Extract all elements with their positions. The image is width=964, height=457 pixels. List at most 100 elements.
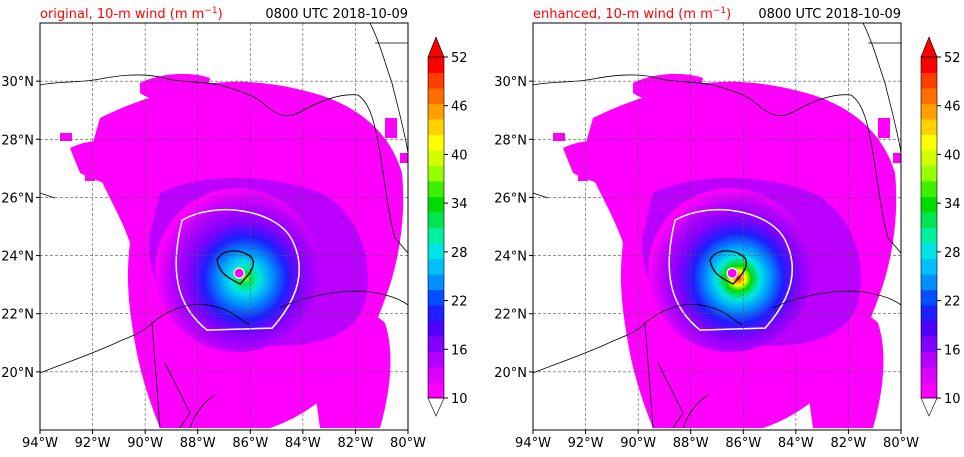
lon-tick-label: 90°W — [127, 436, 163, 451]
lon-tick-label: 92°W — [568, 436, 604, 451]
colorbar: 52 46 40 34 28 22 16 10 — [920, 36, 961, 417]
lon-tick-label: 92°W — [75, 436, 111, 451]
colorbar-swatch — [921, 88, 937, 104]
colorbar-swatch — [428, 382, 444, 399]
colorbar-label: 22 — [451, 295, 468, 310]
colorbar-swatch — [428, 289, 444, 306]
colorbar-label: 40 — [944, 148, 961, 163]
colorbar-max-arrow — [920, 36, 938, 58]
lon-tick-label: 90°W — [620, 436, 656, 451]
colorbar-label: 46 — [944, 100, 961, 115]
colorbar-label: 10 — [944, 392, 961, 407]
colorbar-label: 52 — [944, 51, 961, 66]
colorbar-swatch — [428, 103, 444, 120]
lon-tick-label: 82°W — [337, 436, 373, 451]
colorbar-swatch — [921, 103, 937, 120]
gridlines — [40, 23, 408, 430]
colorbar-label: 28 — [944, 246, 961, 261]
panel-title: enhanced, 10-m wind (m m−1) — [533, 6, 731, 22]
colorbar-label: 52 — [451, 51, 468, 66]
colorbar-swatch — [921, 119, 937, 135]
colorbar-swatch — [921, 382, 937, 399]
wind-contour-white — [668, 208, 793, 331]
colorbar-swatch — [428, 243, 444, 259]
lon-tick-label: 88°W — [673, 436, 709, 451]
colorbar-swatch — [428, 72, 444, 89]
colorbar-swatch — [921, 305, 937, 321]
colorbar: 52 46 40 34 28 22 16 10 — [427, 36, 468, 417]
colorbar-swatch — [428, 165, 444, 182]
map-panel-right: enhanced, 10-m wind (m m−1) 0800 UTC 2018… — [494, 6, 960, 451]
colorbar-swatch — [428, 119, 444, 135]
wind-contour-black — [709, 250, 747, 285]
lon-tick-label: 84°W — [285, 436, 321, 451]
lon-tick-label: 80°W — [883, 436, 919, 451]
colorbar-swatch — [428, 181, 444, 197]
lat-tick-label: 20°N — [1, 366, 34, 381]
colorbar-swatch — [428, 320, 444, 337]
lat-tick-label: 22°N — [494, 308, 527, 323]
colorbar-swatch — [921, 227, 937, 244]
panel-time-label: 0800 UTC 2018-10-09 — [758, 7, 901, 22]
colorbar-label: 22 — [944, 295, 961, 310]
colorbar-swatch — [428, 227, 444, 244]
colorbar-swatch — [921, 196, 937, 213]
lat-tick-label: 26°N — [494, 191, 527, 206]
gridlines — [533, 23, 901, 430]
colorbar-label: 40 — [451, 148, 468, 163]
colorbar-swatch — [921, 134, 937, 151]
panel-time-label: 0800 UTC 2018-10-09 — [265, 7, 408, 22]
wind-contour-black — [216, 250, 254, 285]
colorbar-swatch — [921, 289, 937, 306]
lon-tick-label: 94°W — [515, 436, 551, 451]
colorbar-swatch — [921, 336, 937, 352]
colorbar-label: 34 — [944, 197, 961, 212]
colorbar-swatch — [921, 57, 937, 73]
colorbar-swatch — [428, 258, 444, 275]
map-frame — [39, 22, 409, 431]
colorbar-label: 46 — [451, 100, 468, 115]
colorbar-label: 34 — [451, 197, 468, 212]
colorbar-min-arrow — [427, 397, 445, 417]
colorbar-swatch — [428, 274, 444, 290]
colorbar-swatch — [428, 367, 444, 383]
colorbar-swatch — [921, 150, 937, 166]
colorbar-swatch — [921, 320, 937, 337]
colorbar-max-arrow — [427, 36, 445, 58]
colorbar-swatch — [921, 351, 937, 368]
colorbar-label: 28 — [451, 246, 468, 261]
colorbar-swatch — [921, 72, 937, 89]
lon-tick-label: 86°W — [232, 436, 268, 451]
colorbar-swatch — [428, 150, 444, 166]
colorbar-min-arrow — [920, 397, 938, 417]
lat-tick-label: 26°N — [1, 191, 34, 206]
colorbar-label: 16 — [944, 343, 961, 358]
colorbar-swatch — [428, 196, 444, 213]
lat-tick-label: 28°N — [1, 133, 34, 148]
colorbar-swatch — [428, 57, 444, 73]
storm-eye — [726, 267, 738, 279]
lat-tick-label: 24°N — [1, 250, 34, 265]
colorbar-swatch — [428, 88, 444, 104]
lon-tick-label: 86°W — [725, 436, 761, 451]
colorbar-swatch — [921, 165, 937, 182]
lat-tick-label: 20°N — [494, 366, 527, 381]
colorbar-swatch — [921, 274, 937, 290]
colorbar-swatch — [921, 243, 937, 259]
lon-tick-label: 94°W — [22, 436, 58, 451]
lat-tick-label: 24°N — [494, 250, 527, 265]
colorbar-swatch — [428, 134, 444, 151]
colorbar-swatch — [921, 367, 937, 383]
colorbar-swatch — [428, 351, 444, 368]
colorbar-label: 16 — [451, 343, 468, 358]
panel-title: original, 10-m wind (m m−1) — [40, 6, 223, 22]
colorbar-swatch — [428, 336, 444, 352]
colorbar-swatch — [428, 305, 444, 321]
lat-tick-label: 30°N — [1, 75, 34, 90]
colorbar-swatch — [921, 258, 937, 275]
lat-tick-label: 30°N — [494, 75, 527, 90]
colorbar-label: 10 — [451, 392, 468, 407]
lon-tick-label: 82°W — [830, 436, 866, 451]
lat-tick-label: 28°N — [494, 133, 527, 148]
